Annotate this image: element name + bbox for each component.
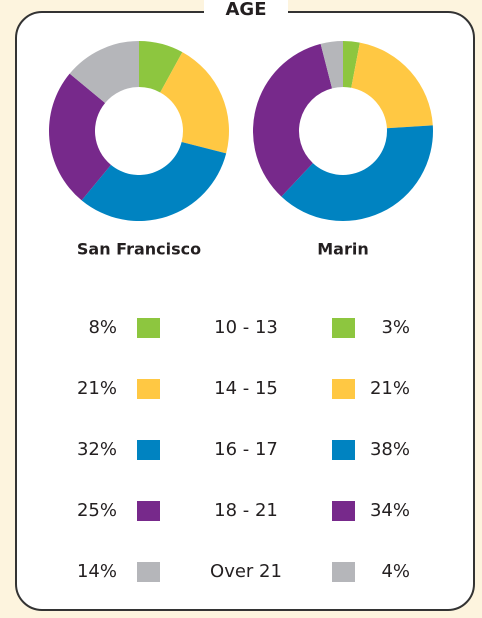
- swatch: [332, 562, 355, 582]
- value-label: 8%: [88, 317, 117, 338]
- swatch: [332, 501, 355, 521]
- swatch: [137, 501, 160, 521]
- value-label: 21%: [370, 378, 410, 399]
- swatch: [137, 379, 160, 399]
- chart-label: San Francisco: [77, 240, 201, 259]
- value-label: 25%: [77, 500, 117, 521]
- category-label: Over 21: [210, 561, 282, 582]
- slice: [139, 41, 183, 93]
- swatch: [332, 440, 355, 460]
- slice: [253, 43, 333, 197]
- value-label: 4%: [381, 561, 410, 582]
- slice: [320, 41, 343, 89]
- slice: [49, 73, 111, 201]
- value-label: 34%: [370, 500, 410, 521]
- value-label: 21%: [77, 378, 117, 399]
- slice: [81, 141, 227, 221]
- category-label: 14 - 15: [214, 378, 278, 399]
- category-label: 16 - 17: [214, 439, 278, 460]
- title: AGE: [225, 0, 266, 20]
- swatch: [137, 318, 160, 338]
- category-label: 10 - 13: [214, 317, 278, 338]
- swatch: [137, 562, 160, 582]
- slice: [69, 41, 139, 103]
- category-label: 18 - 21: [214, 500, 278, 521]
- value-label: 14%: [77, 561, 117, 582]
- value-label: 3%: [381, 317, 410, 338]
- swatch: [332, 318, 355, 338]
- swatch: [332, 379, 355, 399]
- chart-label: Marin: [317, 240, 368, 259]
- value-label: 38%: [370, 439, 410, 460]
- slice: [343, 41, 360, 88]
- slice: [351, 42, 433, 129]
- swatch: [137, 440, 160, 460]
- title-mask: [204, 0, 288, 22]
- slice: [160, 52, 229, 154]
- slice: [281, 125, 433, 222]
- value-label: 32%: [77, 439, 117, 460]
